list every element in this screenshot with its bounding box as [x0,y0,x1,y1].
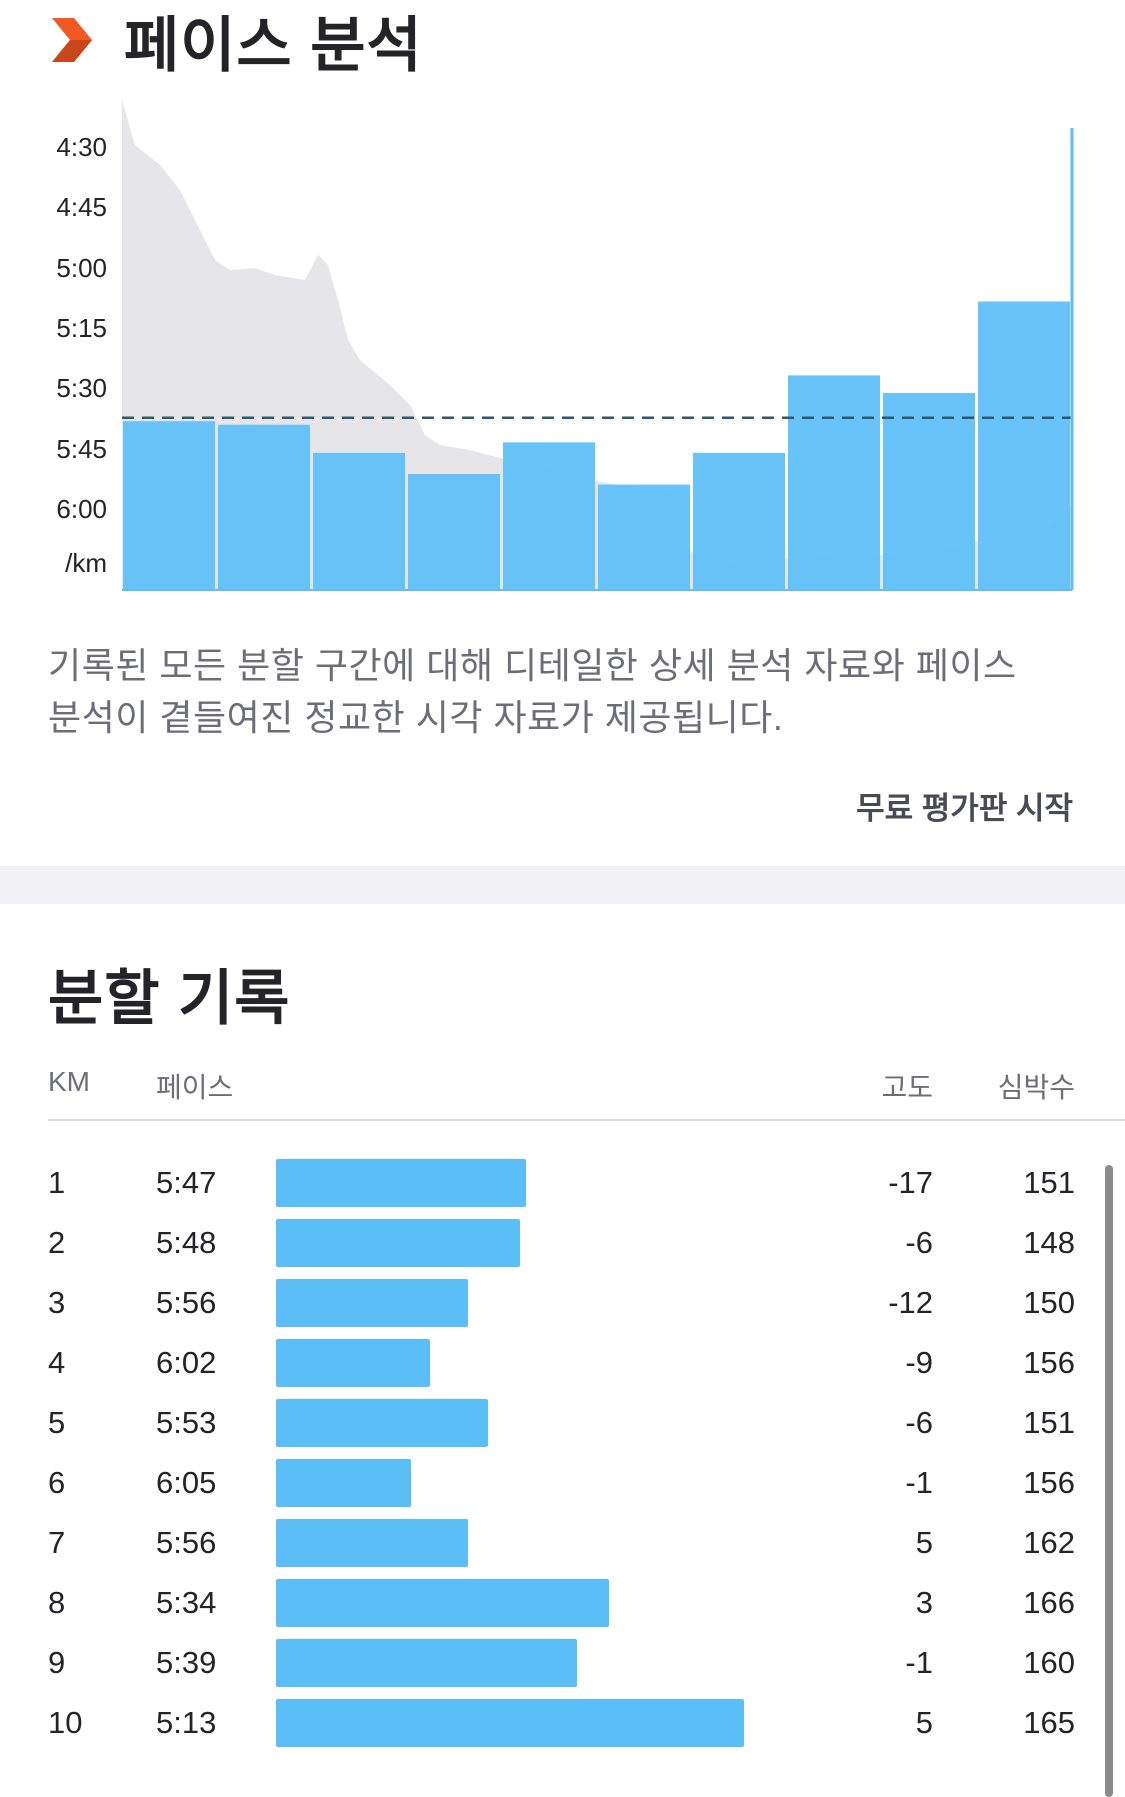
y-tick-label: 5:45 [56,433,107,464]
splits-table-body: 1 5:47 -17 151 2 5:48 -6 148 3 5:56 -12 150 4 6:02 -9 1… [0,1155,1125,1755]
table-row: 5 5:53 -6 151 [0,1395,1125,1455]
chevron-right-icon [52,18,92,62]
split-km: 3 [48,1285,66,1320]
split-pace-bar [276,1339,430,1387]
split-pace-bar [276,1399,488,1447]
split-elevation: -17 [888,1165,933,1200]
split-pace: 6:02 [156,1345,217,1380]
split-pace-bar [276,1579,610,1627]
table-row: 7 5:56 5 162 [0,1515,1125,1575]
pace-analysis-description: 기록된 모든 분할 구간에 대해 디테일한 상세 분석 자료와 페이스 분석이 … [48,645,1017,738]
split-km: 10 [48,1705,83,1740]
table-row: 8 5:34 3 166 [0,1575,1125,1635]
split-elevation: 3 [915,1585,933,1620]
split-heart-rate: 151 [1023,1405,1075,1440]
pace-bar [978,301,1070,590]
split-pace: 5:56 [156,1285,217,1320]
split-elevation: 5 [915,1525,933,1560]
split-pace: 5:48 [156,1225,217,1260]
split-pace-bar [276,1519,469,1567]
pace-bar [788,375,880,590]
y-tick-label: 5:15 [56,312,107,343]
pace-bar [313,452,405,590]
column-header-heart-rate: 심박수 [997,1072,1075,1103]
split-elevation: -1 [905,1465,933,1500]
y-tick-label: 5:00 [56,252,107,283]
split-heart-rate: 166 [1023,1585,1075,1620]
pace-bar [123,421,215,590]
split-pace: 5:56 [156,1525,217,1560]
split-elevation: -6 [905,1225,933,1260]
table-row: 6 6:05 -1 156 [0,1455,1125,1515]
split-km: 5 [48,1405,66,1440]
column-header-elevation: 고도 [881,1072,933,1103]
split-pace: 5:47 [156,1165,217,1200]
table-row: 4 6:02 -9 156 [0,1335,1125,1395]
splits-table-header: KM 페이스 고도 심박수 [0,1062,1125,1120]
split-km: 6 [48,1465,66,1500]
y-tick-label: 6:00 [56,493,107,524]
split-heart-rate: 148 [1023,1225,1075,1260]
y-tick-label: 4:30 [56,132,107,162]
pace-bar [218,424,310,590]
pace-analysis-header: 페이스 분석 [52,0,423,80]
split-km: 1 [48,1165,66,1200]
split-heart-rate: 156 [1023,1465,1075,1500]
split-pace-bar [276,1699,744,1747]
split-heart-rate: 162 [1023,1525,1075,1560]
table-row: 9 5:39 -1 160 [0,1635,1125,1695]
split-km: 4 [48,1345,66,1380]
pace-bar [598,484,690,590]
split-heart-rate: 156 [1023,1345,1075,1380]
section-divider [0,866,1125,904]
split-pace: 5:34 [156,1585,217,1620]
split-km: 8 [48,1585,66,1620]
pace-chart-svg [122,100,1074,591]
split-elevation: -12 [888,1285,933,1320]
split-pace-bar [276,1459,411,1507]
split-pace-bar [276,1219,520,1267]
y-tick-label: 5:30 [56,373,107,404]
section-title: 페이스 분석 [124,11,423,79]
scrollbar[interactable] [1105,1165,1113,1797]
y-tick-label: 4:45 [56,192,107,223]
pace-bar [503,442,595,590]
split-heart-rate: 165 [1023,1705,1075,1740]
table-row: 3 5:56 -12 150 [0,1275,1125,1335]
split-pace-bar [276,1159,526,1207]
split-elevation: -6 [905,1405,933,1440]
pace-bar [883,393,975,590]
split-km: 9 [48,1645,66,1680]
column-header-km: KM [48,1066,90,1097]
table-row: 1 5:47 -17 151 [0,1155,1125,1215]
split-pace: 5:13 [156,1705,217,1740]
y-axis-unit: /km [65,548,107,578]
split-km: 7 [48,1525,66,1560]
column-header-pace: 페이스 [156,1072,234,1103]
split-elevation: -1 [905,1645,933,1680]
split-heart-rate: 150 [1023,1285,1075,1320]
split-heart-rate: 160 [1023,1645,1075,1680]
splits-title: 분할 기록 [48,965,291,1032]
header-divider [48,1119,1125,1121]
split-pace: 5:53 [156,1405,217,1440]
split-pace-bar [276,1279,469,1327]
table-row: 10 5:13 5 165 [0,1695,1125,1755]
pace-chart: 4:30 4:45 5:00 5:15 5:30 5:45 6:00/km [0,100,1125,600]
split-pace: 6:05 [156,1465,217,1500]
split-pace: 5:39 [156,1645,217,1680]
pace-bar [408,474,500,590]
split-heart-rate: 151 [1023,1165,1075,1200]
start-free-trial-button[interactable]: 무료 평가판 시작 [856,783,1073,828]
split-elevation: -9 [905,1345,933,1380]
split-pace-bar [276,1639,578,1687]
table-row: 2 5:48 -6 148 [0,1215,1125,1275]
pace-bar [693,452,785,590]
split-km: 2 [48,1225,66,1260]
split-elevation: 5 [915,1705,933,1740]
pace-analysis-section: 페이스 분석 4:30 4:45 5:00 5:15 5:30 5:45 6:00/km 기… [0,0,1125,866]
